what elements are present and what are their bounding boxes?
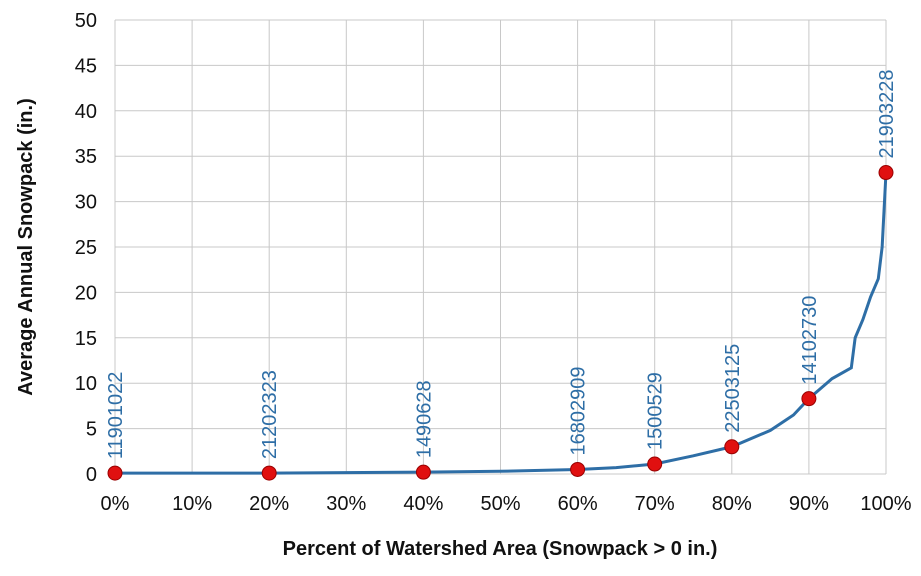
y-tick-label: 45 [75,55,97,77]
x-tick-label: 80% [712,493,752,515]
x-tick-label: 10% [172,493,212,515]
data-label: 22503125 [722,344,744,433]
x-tick-label: 60% [558,493,598,515]
data-label: 14102730 [799,296,821,385]
x-tick-label: 50% [480,493,520,515]
y-tick-label: 0 [86,464,97,486]
marker [571,462,585,476]
x-tick-label: 0% [101,493,130,515]
y-tick-label: 15 [75,328,97,350]
data-label: 11901022 [105,372,127,460]
x-tick-label: 40% [403,493,443,515]
y-axis-title: Average Annual Snowpack (in.) [15,98,37,395]
x-tick-label: 90% [789,493,829,515]
y-tick-label: 35 [75,146,97,168]
x-tick-label: 20% [249,493,289,515]
data-label: 16802909 [568,366,590,455]
marker [648,457,662,471]
y-tick-label: 30 [75,192,97,214]
marker [879,166,893,180]
chart: Percent of Watershed Area (Snowpack > 0 … [0,0,921,571]
x-tick-label: 100% [860,493,911,515]
x-tick-label: 70% [635,493,675,515]
y-tick-label: 5 [86,419,97,441]
x-axis-title: Percent of Watershed Area (Snowpack > 0 … [283,538,718,560]
marker [108,466,122,480]
marker [802,392,816,406]
marker [416,465,430,479]
data-label: 1500529 [645,372,667,450]
data-label: 1490628 [413,380,435,458]
x-tick-label: 30% [326,493,366,515]
y-tick-label: 40 [75,101,97,123]
data-label: 21903228 [876,70,898,159]
y-tick-label: 20 [75,282,97,304]
marker [725,440,739,454]
data-label: 21202323 [259,370,281,459]
marker [262,466,276,480]
y-tick-label: 25 [75,237,97,259]
y-tick-label: 50 [75,10,97,32]
y-tick-label: 10 [75,373,97,395]
